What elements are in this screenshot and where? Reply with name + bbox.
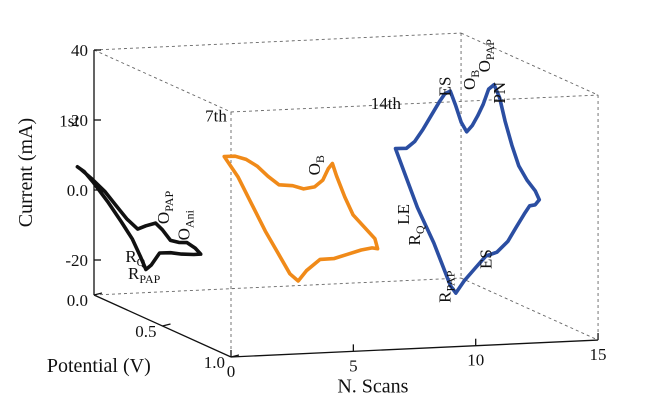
peak-annotation: RPAP [435,270,457,303]
x-tick [162,323,171,327]
box-edge [93,49,232,113]
peak-annotation: ES [435,77,454,97]
x-tick [93,292,103,296]
s-tick-label: 15 [590,345,607,364]
peak-annotation: PN [490,82,509,104]
box-edge [93,32,462,51]
peak-annotation: OPAP [475,39,497,73]
peak-annotation: OB [460,70,482,90]
x-axis-title: Potential (V) [47,355,151,377]
peak-annotation: OPAP [154,191,176,225]
x-tick-label: 1.0 [204,353,225,372]
s-tick-label: 0 [227,362,236,381]
peak-annotation: 14th [371,94,402,113]
box-frame [93,32,599,358]
peak-annotation: OAni [175,209,197,240]
box-edge [93,277,462,296]
peak-annotation: 7th [205,106,227,125]
peak-annotation: RQ [125,247,145,269]
x-tick-label: 0.5 [135,322,156,341]
series-line-scan-7 [222,154,380,283]
z-tick-label: 20 [71,111,88,130]
box-edge [230,94,599,113]
box-edge [460,277,599,341]
s-tick-label: 10 [467,351,484,370]
z-tick-label: -20 [65,251,88,270]
box-edge [460,32,599,96]
series-line-scan-1 [75,165,203,272]
peak-annotation: RQ [405,225,427,245]
z-tick-label: 0.0 [67,181,88,200]
x-tick [230,354,240,358]
z-axis-title: Current (mA) [15,118,37,227]
s-tick-label: 5 [349,356,358,375]
peak-annotation: ES [476,249,495,269]
peak-annotation: RPAP [128,264,161,286]
series-line-scan-14 [393,82,542,295]
peak-annotation: 1st [59,111,79,130]
series-group [75,82,542,295]
s-axis-title: N. Scans [337,375,408,397]
peak-annotation: OB [305,155,327,175]
axes: 40 20 0.0 -20 0.0 0.5 1.0 0 5 10 15 Current (mA) Pot… [15,41,607,397]
s-axis-line [230,339,599,358]
z-tick-label: 40 [71,41,88,60]
x-tick-label: 0.0 [67,291,88,310]
peak-annotation: LE [394,204,413,225]
